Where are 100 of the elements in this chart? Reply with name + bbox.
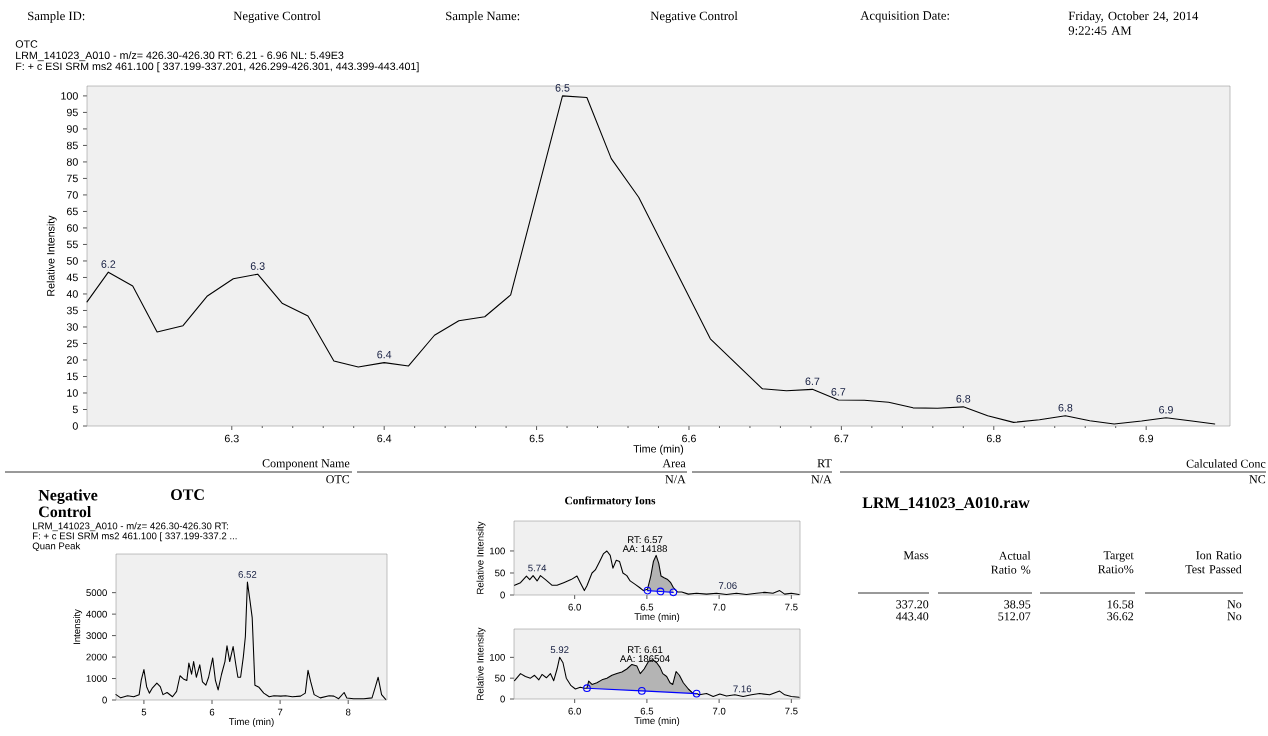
y-tick-label: 2000 (86, 653, 107, 661)
text: Component Name (262, 459, 350, 470)
annotation: 6.2 (101, 260, 116, 268)
y-tick-label: 70 (66, 191, 78, 199)
y-tick-label: 50 (494, 569, 505, 577)
x-tick-label: 6.5 (640, 603, 654, 611)
y-tick-label: 60 (66, 224, 78, 232)
y-axis-title: Relative Intensity (46, 215, 57, 296)
y-tick-label: 10 (67, 389, 78, 397)
chart-title: Confirmatory Ions (565, 496, 656, 507)
y-tick-label: 4000 (86, 610, 107, 618)
text: 36.62 (1107, 612, 1134, 621)
annotation: 5.92 (550, 646, 569, 654)
annotation: 6.9 (1159, 405, 1173, 414)
x-tick-label: 7.0 (712, 603, 726, 611)
y-tick-label: 30 (66, 323, 78, 331)
text: 337.20 (896, 600, 929, 609)
annotation: 6.8 (956, 395, 971, 403)
text: 16.58 (1107, 600, 1134, 609)
text: Quan Peak (32, 542, 81, 552)
y-axis-title: Relative Intensity (476, 521, 486, 594)
x-tick-label: 6.0 (568, 603, 581, 611)
annotation: RT: 6.61 (628, 646, 663, 654)
x-tick-label: 6.0 (568, 707, 581, 715)
y-tick-label: 45 (66, 273, 78, 282)
text: Negative Control (650, 11, 738, 23)
chart-title: Negative Control (38, 489, 98, 518)
x-tick-label: 6.9 (1139, 434, 1154, 443)
x-tick-label: 6.6 (682, 434, 696, 443)
y-tick-label: 80 (66, 158, 78, 166)
text: LRM_141023_A010.raw (862, 497, 1030, 511)
y-tick-label: 40 (66, 290, 78, 298)
y-tick-label: 50 (66, 257, 78, 265)
text: RT (817, 459, 832, 468)
annotation: 6.8 (1058, 403, 1073, 412)
text: Acquisition Date: (860, 11, 949, 23)
text: N/A (665, 475, 686, 484)
x-axis-title: Time (min) (633, 444, 684, 455)
x-tick-label: 6.8 (986, 434, 1001, 443)
x-tick-label: 6.4 (377, 434, 392, 443)
annotation: 6.4 (377, 350, 392, 359)
x-tick-label: 7 (277, 708, 283, 716)
y-tick-label: 1000 (86, 675, 107, 682)
annotation: 6.3 (250, 262, 265, 270)
y-tick-label: 50 (494, 674, 505, 682)
x-tick-label: 6.3 (224, 434, 239, 443)
y-tick-label: 0 (72, 422, 78, 430)
y-tick-label: 5 (72, 405, 78, 414)
text: 38.95 (1004, 600, 1031, 609)
text: 443.40 (895, 612, 929, 621)
chart-title: OTC (15, 40, 38, 48)
annotation: 6.7 (805, 377, 820, 386)
text: Sample Name: (446, 11, 520, 23)
y-tick-label: 65 (66, 207, 78, 216)
line-series (86, 95, 1216, 425)
y-tick-label: 95 (66, 108, 78, 117)
y-tick-label: 15 (67, 372, 78, 381)
text: LRM_141023_A010 - m/z= 426.30-426.30 RT: (33, 522, 228, 532)
annotation: AA: 14188 (622, 545, 667, 553)
text: Sample ID: (28, 11, 85, 23)
text: OTC (326, 475, 350, 484)
text: No (1227, 612, 1242, 621)
y-tick-label: 100 (61, 92, 78, 100)
annotation: 6.5 (555, 84, 570, 92)
chart-subtitle: LRM_141023_A010 - m/z= 426.30-426.30 RT: 6.21 - 6.96 NL: 5.49E3 (16, 51, 344, 62)
x-tick-label: 7.5 (785, 707, 798, 715)
y-tick-label: 75 (66, 174, 78, 183)
y-tick-label: 20 (66, 356, 78, 364)
y-axis-title: Intensity (73, 609, 83, 644)
x-tick-label: 7.0 (712, 707, 726, 715)
y-tick-label: 3000 (86, 632, 107, 639)
text: Area (662, 459, 686, 468)
x-axis-title: Time (min) (634, 717, 680, 726)
chart-subtitle: OTC (171, 489, 204, 501)
x-axis-title: Time (min) (228, 718, 274, 727)
x-axis-title: Time (min) (634, 613, 680, 622)
y-tick-label: 5000 (86, 589, 107, 597)
text: Ion Ratio Test Passed (1185, 551, 1242, 574)
annotation: 6.7 (831, 388, 846, 396)
text: NC (1249, 475, 1266, 484)
y-tick-label: 90 (66, 125, 78, 133)
annotation: 6.52 (238, 571, 257, 578)
x-tick-label: 7.5 (785, 603, 798, 611)
y-tick-label: 85 (66, 141, 78, 150)
annotation: AA: 186504 (619, 655, 670, 663)
text: Target Ratio% (1098, 551, 1134, 574)
line-series (514, 656, 800, 698)
annotation: 7.06 (718, 582, 737, 589)
text: 512.07 (998, 612, 1031, 621)
y-tick-label: 0 (102, 696, 107, 704)
y-tick-label: 100 (490, 547, 505, 555)
x-tick-label: 6.7 (834, 434, 849, 443)
text: No (1227, 600, 1242, 609)
y-tick-label: 55 (66, 240, 78, 249)
y-tick-label: 0 (500, 591, 505, 599)
annotation: RT: 6.57 (628, 536, 663, 544)
text: Friday, October 24, 2014 9:22:45 AM (1068, 11, 1199, 35)
y-tick-label: 0 (500, 695, 505, 703)
line-series (115, 581, 387, 700)
annotation: 5.74 (528, 564, 547, 572)
